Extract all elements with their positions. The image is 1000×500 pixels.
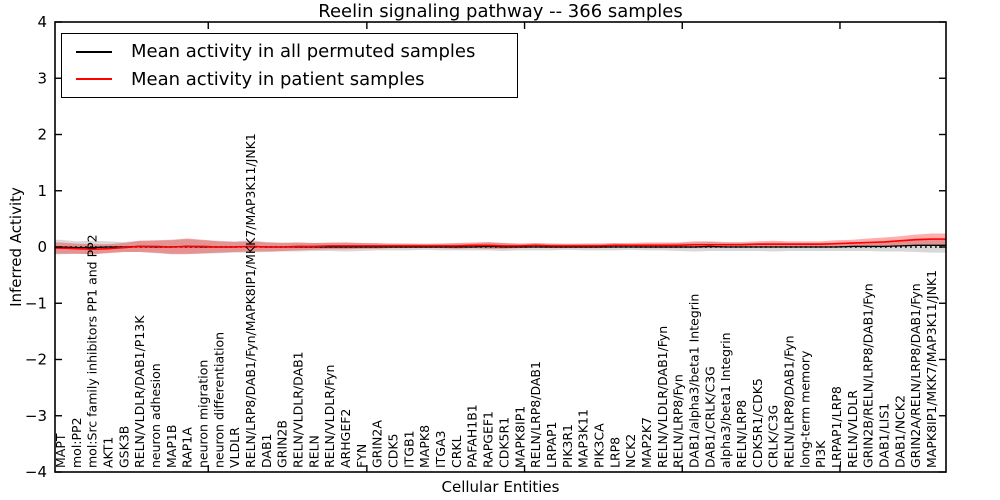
x-category-label: MAP2K7 (639, 417, 654, 468)
x-category-label: GRIN2A/RELN/LRP8/DAB1/Fyn (908, 283, 923, 468)
x-category-label: LRP8 (607, 437, 622, 468)
x-category-label: AKT1 (101, 437, 116, 468)
x-category-label: long-term memory (797, 350, 812, 468)
x-category-label: RELN/LRP8/DAB1 (528, 361, 543, 468)
x-category-label: MAPK8IP1/MKK7/MAP3K11/JNK1 (924, 270, 939, 468)
x-axis-title: Cellular Entities (441, 478, 560, 496)
x-category-label: PIK3R1 (560, 424, 575, 468)
x-category-label: LRPAP1 (544, 422, 559, 468)
x-category-label: ITGA3 (433, 430, 448, 468)
patient-confidence-band (55, 233, 946, 255)
legend-label-patient: Mean activity in patient samples (131, 68, 425, 90)
x-category-label: DAB1/alpha3/beta1 Integrin (687, 294, 702, 468)
y-tick-label: −4 (25, 463, 47, 481)
y-tick-label: 1 (37, 182, 47, 200)
y-tick-label: −1 (25, 294, 47, 312)
y-tick-label: 2 (37, 126, 47, 144)
y-tick-label: −3 (25, 407, 47, 425)
x-category-label: RELN/VLDLR/DAB1 (291, 351, 306, 468)
x-category-label: DAB1/CRLK/C3G (702, 366, 717, 468)
legend-item-patient: Mean activity in patient samples (62, 68, 503, 92)
x-category-label: RELN/VLDLR/Fyn (322, 365, 337, 468)
patient-mean-line (55, 238, 946, 251)
x-category-label: GRIN2B (275, 420, 290, 468)
x-category-label: MAPK8IP1 (512, 406, 527, 468)
x-category-label: RELN/LRP8/DAB1/Fyn/MAPK8IP1/MKK7/MAP3K11… (243, 133, 258, 468)
x-category-label: NCK2 (623, 434, 638, 468)
x-category-label: RELN/LRP8/DAB1/Fyn (782, 335, 797, 468)
x-category-label: neuron migration (196, 360, 211, 468)
x-category-label: RELN/VLDLR/DAB1/P13K (132, 315, 147, 468)
permuted-line-swatch (76, 50, 112, 53)
x-category-label: RELN (306, 435, 321, 468)
x-category-label: RAPGEF1 (481, 411, 496, 468)
patient-line-swatch (76, 78, 112, 81)
x-category-label: GRIN2B/RELN/LRP8/DAB1/Fyn (861, 283, 876, 468)
x-category-label: CDK5 (386, 433, 401, 468)
x-category-label: MAP3K11 (576, 409, 591, 468)
x-category-label: PI3K (813, 440, 828, 468)
x-category-label: DAB1/NCK2 (892, 395, 907, 468)
x-category-label: CRKL (449, 435, 464, 468)
x-category-label: neuron adhesion (148, 363, 163, 468)
x-category-label: MAP1B (164, 425, 179, 468)
x-category-label: CRLK/C3G (766, 405, 781, 468)
x-category-label: PAFAH1B1 (465, 404, 480, 468)
x-category-label: CDK5R1 (496, 417, 511, 468)
x-category-label: DAB1/LIS1 (877, 403, 892, 468)
x-category-label: RAP1A (180, 427, 195, 468)
legend-item-permuted: Mean activity in all permuted samples (62, 40, 503, 64)
x-category-label: GSK3B (116, 426, 131, 468)
chart-title: Reelin signaling pathway -- 366 samples (318, 1, 683, 22)
x-category-label: neuron differentiation (211, 332, 226, 468)
y-tick-label: 4 (37, 13, 47, 31)
x-category-label: FYN (354, 444, 369, 468)
x-category-label: PIK3CA (591, 423, 606, 468)
x-category-label: mol:PP2 (69, 417, 84, 468)
x-category-label: MAPK8 (417, 425, 432, 468)
y-tick-label: −2 (25, 351, 47, 369)
y-axis-title: Inferred Activity (7, 187, 25, 307)
y-tick-label: 3 (37, 69, 47, 87)
x-category-label: RELN/VLDLR/DAB1/Fyn (655, 326, 670, 468)
x-category-label: RELN/LRP8/Fyn (671, 374, 686, 468)
x-category-label: VLDLR (227, 427, 242, 468)
x-category-label: CDK5R1/CDK5 (750, 378, 765, 468)
x-category-label: alpha3/beta1 Integrin (718, 332, 733, 468)
x-category-label: LRPAP1/LRP8 (829, 386, 844, 468)
x-category-label: ARHGEF2 (338, 409, 353, 468)
x-category-label: MAPT (53, 433, 68, 468)
x-category-label: RELN/LRP8 (734, 400, 749, 468)
y-tick-label: 0 (37, 238, 47, 256)
x-category-label: ITGB1 (401, 430, 416, 468)
x-category-label: mol:Src family inhibitors PP1 and PP2 (85, 234, 100, 468)
x-category-label: DAB1 (259, 434, 274, 469)
x-category-label: GRIN2A (370, 420, 385, 468)
legend: Mean activity in all permuted samples Me… (61, 33, 518, 98)
x-category-label: RELN/VLDLR (845, 390, 860, 468)
legend-label-permuted: Mean activity in all permuted samples (131, 41, 476, 63)
